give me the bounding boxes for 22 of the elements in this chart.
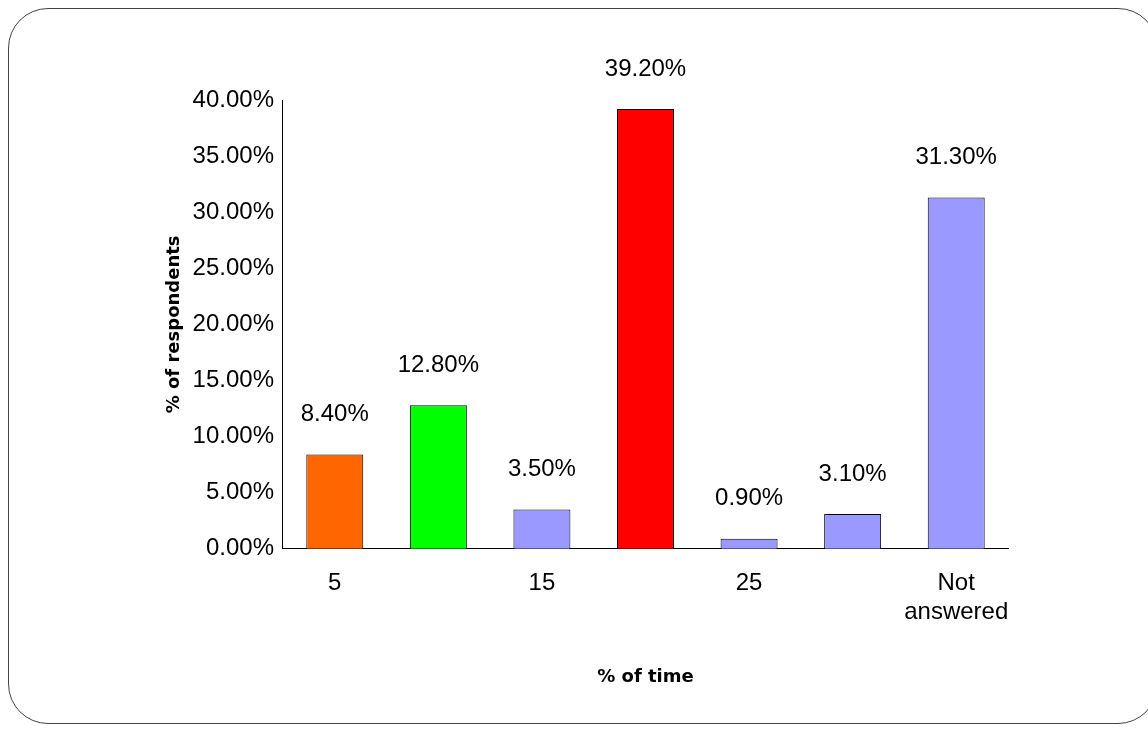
data-label: 12.80% [397,349,480,377]
y-tick-label: 15.00% [192,365,274,393]
data-label: 3.10% [818,458,887,486]
x-tick-label: 25 [735,567,763,595]
y-tick-label: 10.00% [192,421,274,449]
y-tick-label: 30.00% [192,196,274,224]
data-label: 3.50% [507,454,576,482]
y-tick-label: 35.00% [192,140,274,168]
y-tick-label: 0.00% [205,533,274,561]
y-tick-label: 25.00% [192,252,274,280]
x-tick-label: 5 [328,567,342,595]
x-tick-label: Not answered [904,567,1009,624]
y-tick-label: 40.00% [192,84,274,112]
y-tick-label: 5.00% [205,477,274,505]
x-tick-label: 15 [528,567,556,595]
data-label: 0.90% [715,483,784,511]
y-tick-label: 20.00% [192,309,274,337]
x-axis-title: % of time [597,664,694,686]
data-label: 39.20% [604,53,687,81]
data-label: 8.40% [300,399,369,427]
y-axis-title: % of respondents [162,235,184,414]
data-label: 31.30% [915,142,997,170]
